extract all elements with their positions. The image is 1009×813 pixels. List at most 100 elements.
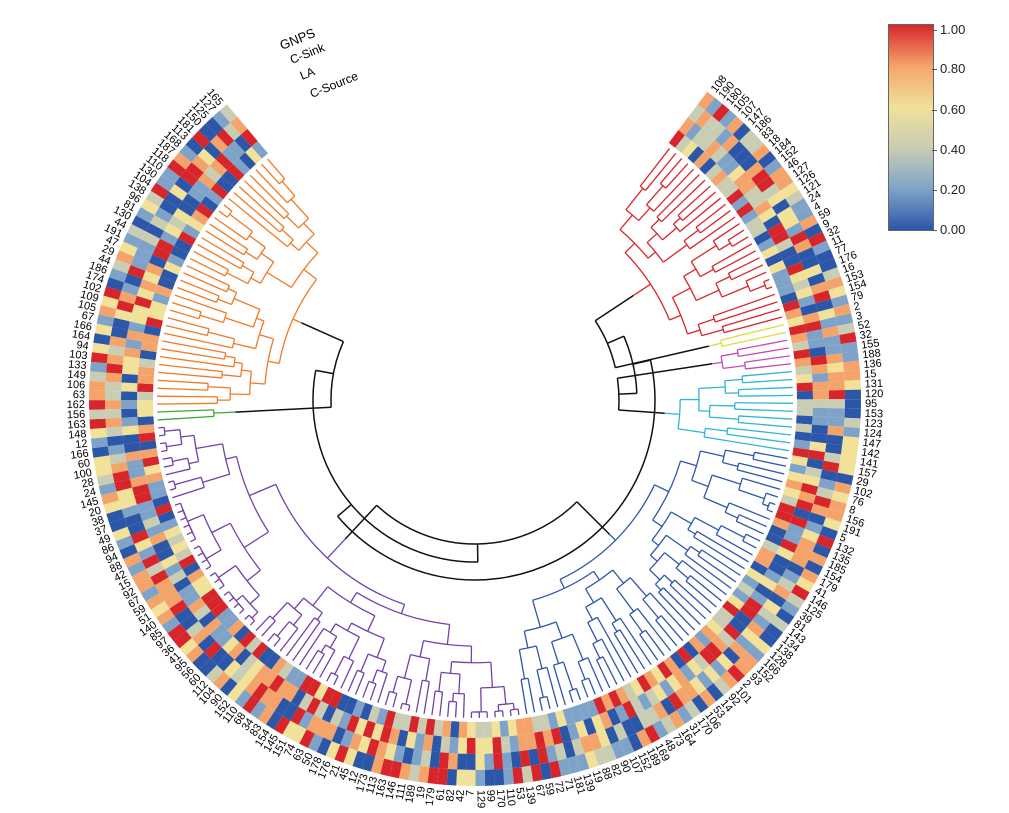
tree-branch (193, 250, 229, 271)
tree-branch (218, 584, 225, 590)
heat-cell (812, 416, 829, 426)
heat-cell (274, 697, 291, 716)
tree-branch (329, 636, 338, 648)
heat-cell (264, 651, 281, 670)
heat-cell (89, 400, 106, 410)
tree-branch (587, 622, 598, 642)
tree-branch (177, 509, 184, 514)
heat-cell (346, 714, 360, 733)
leaf-label: 83 (248, 722, 265, 739)
heat-cell (837, 463, 856, 476)
tree-branch (193, 545, 200, 550)
heat-cell (780, 494, 799, 508)
heat-cell (669, 651, 687, 670)
heat-cell (124, 338, 143, 350)
leaf-label: 124 (863, 427, 882, 441)
tree-branch (645, 185, 664, 206)
heat-cell (822, 517, 842, 532)
leaf-label: 50 (300, 751, 316, 767)
backbone-arc (616, 378, 620, 411)
heat-cell (227, 619, 245, 637)
heat-cell (789, 515, 808, 529)
heat-cell (784, 307, 803, 320)
heat-cell (786, 560, 805, 577)
heat-cell (536, 746, 549, 765)
heat-cell (550, 727, 563, 746)
tree-arc (351, 622, 385, 639)
heat-cell (93, 333, 111, 345)
heat-cell (268, 674, 285, 693)
heat-cell (739, 603, 758, 621)
heat-cell (798, 490, 816, 504)
heat-cell (127, 521, 146, 536)
heat-cell (411, 748, 423, 766)
backbone-arc (623, 335, 638, 394)
heat-cell (698, 134, 716, 152)
tree-branch (189, 257, 226, 277)
tree-branch (652, 519, 663, 527)
tree-branch (693, 536, 745, 570)
heat-cell (779, 538, 798, 554)
tree-branch (645, 152, 677, 191)
heat-cell (328, 690, 343, 709)
tree-branch (690, 244, 717, 263)
heat-cell (441, 720, 452, 738)
heat-cell (145, 190, 165, 208)
leaf-label: 90 (617, 759, 633, 775)
tree-branch (452, 693, 455, 702)
tree-arc (494, 710, 503, 713)
tree-branch (255, 615, 271, 632)
colorbar-legend: 1.00 0.80 0.60 0.40 0.20 0.00 (888, 22, 965, 237)
heat-cell (109, 452, 127, 465)
tree-branch (158, 434, 166, 437)
colorbar-tick: 0.00 (931, 222, 966, 237)
heat-cell (107, 344, 125, 357)
leaf-label: 14 (718, 698, 735, 715)
colorbar-gradient (888, 24, 934, 231)
heat-cell (629, 678, 645, 697)
heat-cell (688, 104, 705, 123)
heat-cell (722, 158, 740, 176)
tree-branch (766, 286, 773, 290)
heat-cell (191, 574, 210, 591)
heat-cell (336, 693, 351, 712)
heat-cell (781, 600, 800, 617)
heat-cell (198, 123, 217, 142)
heat-cell (143, 324, 162, 337)
heat-cell (772, 553, 791, 569)
heat-cell (103, 500, 122, 514)
heat-cell (174, 606, 193, 624)
tree-branch (158, 363, 223, 373)
leaf-label: 73 (670, 732, 687, 749)
heat-cell (774, 275, 793, 290)
heat-cell (823, 334, 841, 347)
heat-cell (105, 408, 122, 419)
tree-branch (536, 669, 544, 698)
leaf-label: 145 (79, 495, 100, 511)
heat-cell (734, 633, 753, 652)
tree-branch (738, 514, 767, 528)
heat-cell (209, 623, 228, 641)
heat-cell (148, 254, 167, 269)
leaf-label: 20 (88, 505, 103, 520)
heat-cell (754, 553, 773, 569)
heat-cell (458, 721, 468, 738)
heat-cell (127, 321, 146, 334)
tree-branch (446, 624, 451, 645)
leaf-label: 79 (850, 289, 865, 304)
heat-cell (636, 710, 653, 730)
tree-branch (745, 271, 767, 282)
tree-branch (662, 227, 678, 241)
heat-cell (596, 729, 611, 748)
leaf-label: 59 (131, 603, 148, 620)
leaf-label: 86 (100, 542, 116, 558)
backbone-arc (594, 320, 617, 368)
tree-branch (669, 584, 707, 620)
heat-cell (299, 729, 315, 748)
tree-branch (661, 179, 706, 223)
heat-cell (127, 223, 146, 240)
tree-branch (670, 511, 692, 525)
heat-cell (585, 699, 599, 718)
heat-cell (182, 561, 201, 577)
heat-cell (796, 382, 813, 392)
